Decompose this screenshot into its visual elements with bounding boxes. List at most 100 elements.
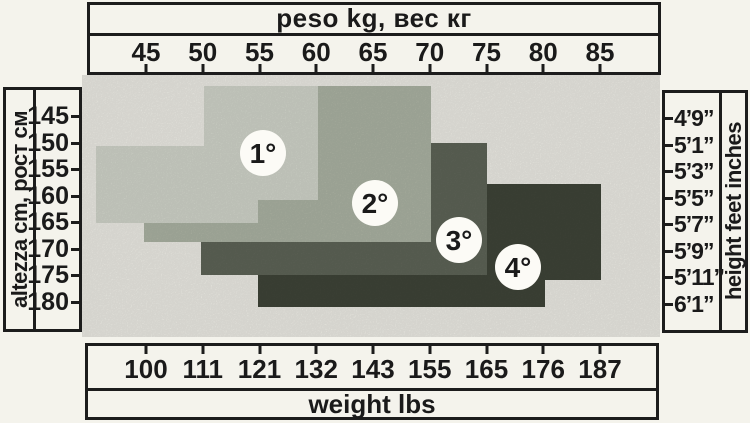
cm-tick-label: 170	[27, 234, 69, 263]
ft-tick-label: 5’3”	[674, 158, 714, 185]
ft-tick-label: 5’9”	[674, 237, 714, 264]
lbs-tick-label: 143	[351, 354, 395, 384]
cm-tick-label: 145	[27, 102, 69, 130]
bottom-axis-box: 100 111 121 132 143 155 165 176 187 weight lbs	[85, 343, 659, 420]
cm-tick-row: 160	[27, 183, 79, 209]
size-badge-circle-2	[352, 180, 398, 226]
ft-tick-mark	[665, 196, 673, 200]
ft-tick-row: 5’5”	[665, 185, 719, 211]
ft-tick-row: 5’11”	[665, 264, 725, 290]
kg-tick-mark	[144, 64, 148, 73]
ft-tick-mark	[665, 302, 673, 306]
size-badge-label-2: 2°	[362, 188, 389, 219]
lbs-tick-label: 100	[124, 354, 168, 384]
kg-tick-mark	[258, 64, 261, 73]
kg-tick-label: 60	[301, 37, 331, 67]
ft-tick-row: 5’9”	[665, 238, 719, 264]
cm-tick-label: 175	[27, 261, 69, 290]
ft-tick-label: 6’1”	[674, 290, 714, 317]
kg-tick-label: 70	[415, 37, 445, 67]
size-badge-circle-3	[436, 217, 482, 263]
cm-tick-mark	[71, 115, 79, 118]
ft-tick-mark	[665, 276, 673, 280]
ft-tick-label: 5’1”	[674, 131, 714, 158]
kg-tick-mark	[314, 64, 318, 73]
size-badge-circle-4	[495, 244, 541, 290]
cm-tick-label: 160	[27, 181, 69, 210]
kg-tick-label: 55	[245, 37, 274, 67]
kg-tick-mark	[428, 64, 432, 73]
top-axis-title: peso kg, вес кг	[90, 5, 658, 36]
ft-tick-label: 5’7”	[674, 211, 714, 238]
kg-tick-label: 65	[358, 37, 388, 67]
cm-tick-mark	[71, 168, 79, 172]
lbs-tick-mark	[485, 345, 488, 354]
ft-tick-mark	[665, 249, 673, 253]
size-badge-label-3: 3°	[446, 225, 473, 256]
cm-tick-row: 145	[27, 103, 79, 129]
cm-tick-mark	[71, 221, 79, 225]
cm-tick-row: 170	[27, 236, 79, 262]
ft-tick-mark	[665, 223, 673, 227]
lbs-tick-label: 165	[464, 354, 509, 384]
lbs-tick-mark	[541, 345, 545, 354]
cm-tick-row: 150	[27, 130, 79, 156]
size-badges: 1° 2° 3° 4°	[240, 130, 541, 290]
lbs-tick-mark	[314, 345, 318, 354]
right-axis-ticks: 4’9” 5’1” 5’3” 5’5” 5’7” 5’9” 5’11” 6’1”	[665, 93, 725, 330]
ft-tick-label: 4’9”	[674, 105, 714, 131]
ft-tick-row: 5’3”	[665, 158, 719, 184]
lbs-tick-label: 132	[294, 354, 338, 384]
kg-tick-label: 50	[188, 37, 218, 67]
left-axis-ticks: 145 150 155 160 165 170 175 180	[27, 90, 79, 329]
cm-tick-row: 155	[27, 156, 79, 182]
ft-tick-mark	[665, 143, 673, 147]
bottom-axis-title: weight lbs	[308, 389, 436, 419]
lbs-tick-label: 121	[237, 354, 282, 384]
left-axis-box: altezza cm, рост см 145 150 155 160 165 170 17…	[3, 87, 82, 332]
lbs-tick-mark	[598, 345, 602, 354]
ft-tick-row: 4’9”	[665, 105, 719, 131]
lbs-tick-mark	[371, 345, 375, 354]
kg-tick-mark	[201, 64, 205, 73]
kg-tick-label: 75	[472, 37, 501, 67]
cm-tick-mark	[71, 194, 79, 198]
cm-tick-row: 165	[27, 209, 79, 235]
ft-tick-row: 5’7”	[665, 211, 719, 237]
kg-tick-label: 80	[528, 37, 558, 67]
lbs-tick-mark	[428, 345, 432, 354]
ft-tick-mark	[665, 117, 673, 120]
kg-tick-label: 45	[131, 37, 161, 67]
ft-tick-label: 5’5”	[674, 184, 714, 211]
cm-tick-mark	[71, 274, 79, 278]
lbs-tick-mark	[144, 345, 148, 354]
kg-tick-mark	[485, 64, 488, 73]
kg-tick-label: 85	[585, 37, 615, 67]
size-badge-label-4: 4°	[505, 252, 532, 283]
cm-tick-label: 150	[27, 128, 69, 157]
size-badge-label-1: 1°	[250, 138, 277, 169]
cm-tick-mark	[71, 141, 79, 145]
cm-tick-label: 155	[27, 155, 69, 184]
right-axis-title: height feet inches	[720, 122, 746, 301]
ft-tick-row: 6’1”	[665, 291, 719, 317]
cm-tick-label: 165	[27, 208, 69, 237]
lbs-tick-label: 187	[578, 354, 622, 384]
lbs-tick-mark	[258, 345, 261, 354]
cm-tick-row: 180	[27, 289, 79, 315]
top-axis-ticks: 45 50 55 60 65 70 75 80 85	[90, 36, 658, 73]
bottom-axis-ticks: 100 111 121 132 143 155 165 176 187	[88, 345, 656, 391]
right-axis-box: 4’9” 5’1” 5’3” 5’5” 5’7” 5’9” 5’11” 6’1” height…	[662, 90, 748, 333]
cm-tick-label: 180	[27, 287, 69, 316]
lbs-tick-label: 111	[182, 354, 224, 384]
size-badge-circle-1	[240, 130, 286, 176]
cm-tick-row: 175	[27, 262, 79, 288]
lbs-tick-label: 176	[521, 354, 565, 384]
kg-tick-mark	[541, 64, 545, 73]
top-axis-box: peso kg, вес кг 45 50 55 60 65 70 75 80 85	[87, 2, 661, 75]
kg-tick-mark	[371, 64, 375, 73]
cm-tick-mark	[71, 300, 79, 304]
lbs-tick-label: 155	[408, 354, 452, 384]
ft-tick-row: 5’1”	[665, 132, 719, 158]
